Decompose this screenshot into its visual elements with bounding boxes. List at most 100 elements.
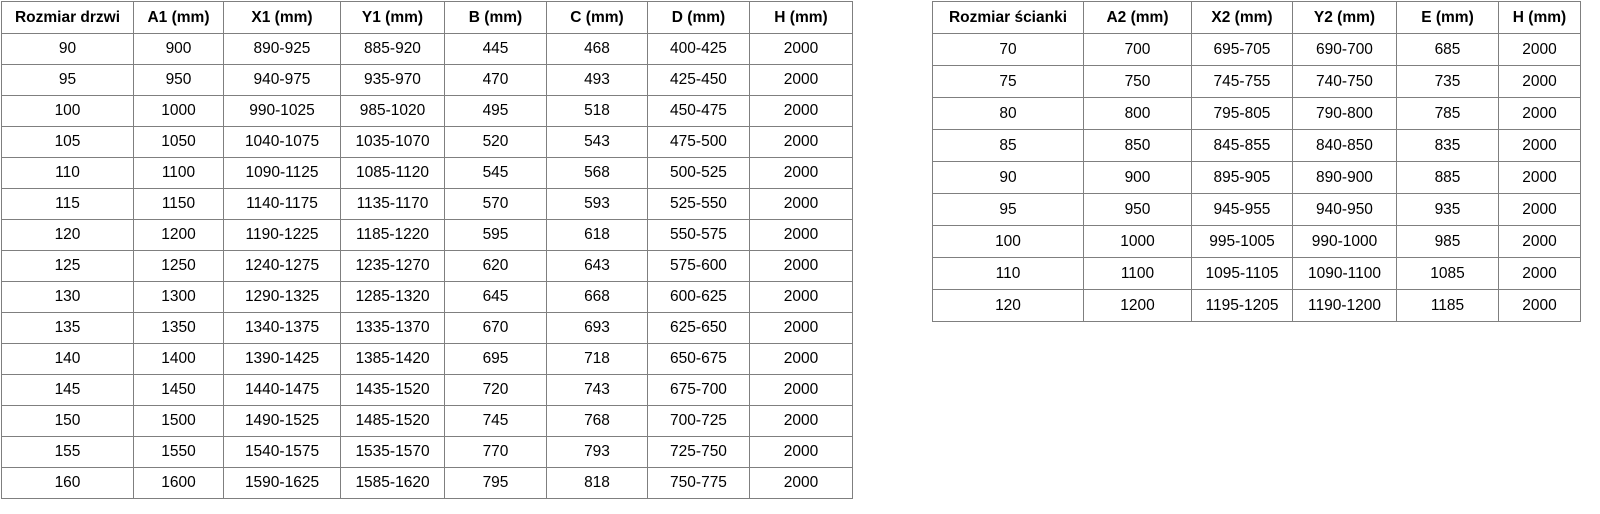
table-row: 85 850 845-855 840-850 835 2000 [932,129,1581,162]
table-row: 130 1300 1290-1325 1285-1320 645 668 600-625 20… [1,281,853,313]
wall-column-header-2: X2 (mm) [1191,1,1293,34]
door-cell-12-1: 1500 [133,405,224,437]
wall-column-header-3: Y2 (mm) [1292,1,1397,34]
wall-cell-5-2: 945-955 [1191,193,1293,226]
wall-panel-size-table: Rozmiar ścianki A2 (mm) X2 (mm) Y2 (mm) E (m… [932,1,1581,322]
door-cell-2-6: 450-475 [647,95,750,127]
table-row: 90 900 890-925 885-920 445 468 400-425 2000 [1,33,853,65]
door-cell-10-6: 650-675 [647,343,750,375]
door-cell-6-6: 550-575 [647,219,750,251]
door-cell-14-2: 1590-1625 [223,467,341,499]
door-cell-7-2: 1240-1275 [223,250,341,282]
table-row: 110 1100 1095-1105 1090-1100 1085 2000 [932,257,1581,290]
wall-cell-1-5: 2000 [1498,65,1581,98]
wall-cell-3-0: 85 [932,129,1084,162]
door-cell-11-0: 145 [1,374,134,406]
door-size-table: Rozmiar drzwi A1 (mm) X1 (mm) Y1 (mm) B (mm)… [1,1,853,499]
door-cell-1-5: 493 [546,64,648,96]
door-column-header-2: X1 (mm) [223,1,341,34]
door-cell-0-0: 90 [1,33,134,65]
door-cell-12-5: 768 [546,405,648,437]
door-cell-10-7: 2000 [749,343,853,375]
wall-column-header-0: Rozmiar ścianki [932,1,1084,34]
door-cell-0-6: 400-425 [647,33,750,65]
wall-cell-6-4: 985 [1396,225,1499,258]
door-cell-9-5: 693 [546,312,648,344]
door-column-header-0: Rozmiar drzwi [1,1,134,34]
door-cell-12-2: 1490-1525 [223,405,341,437]
door-cell-11-4: 720 [444,374,547,406]
table-row: 125 1250 1240-1275 1235-1270 620 643 575-600 20… [1,250,853,282]
door-cell-7-0: 125 [1,250,134,282]
door-column-header-5: C (mm) [546,1,648,34]
door-cell-13-6: 725-750 [647,436,750,468]
table-row: 160 1600 1590-1625 1585-1620 795 818 750-775 20… [1,467,853,499]
wall-cell-1-3: 740-750 [1292,65,1397,98]
wall-cell-8-5: 2000 [1498,289,1581,322]
door-cell-1-4: 470 [444,64,547,96]
door-cell-4-5: 568 [546,157,648,189]
table-row: 140 1400 1390-1425 1385-1420 695 718 650-675 20… [1,343,853,375]
door-cell-6-1: 1200 [133,219,224,251]
door-cell-2-3: 985-1020 [340,95,445,127]
door-cell-3-5: 543 [546,126,648,158]
wall-cell-0-5: 2000 [1498,33,1581,66]
door-cell-8-3: 1285-1320 [340,281,445,313]
table-row: 120 1200 1195-1205 1190-1200 1185 2000 [932,289,1581,322]
table-row: 120 1200 1190-1225 1185-1220 595 618 550-575 20… [1,219,853,251]
table-row: 105 1050 1040-1075 1035-1070 520 543 475-500 20… [1,126,853,158]
table-row: 95 950 940-975 935-970 470 493 425-450 2000 [1,64,853,96]
wall-cell-2-0: 80 [932,97,1084,130]
door-cell-1-7: 2000 [749,64,853,96]
wall-cell-1-1: 750 [1083,65,1192,98]
door-table-header: Rozmiar drzwi A1 (mm) X1 (mm) Y1 (mm) B (mm)… [1,1,853,34]
door-cell-3-1: 1050 [133,126,224,158]
door-cell-9-3: 1335-1370 [340,312,445,344]
door-cell-10-5: 718 [546,343,648,375]
door-cell-13-0: 155 [1,436,134,468]
door-cell-8-7: 2000 [749,281,853,313]
door-cell-5-2: 1140-1175 [223,188,341,220]
door-cell-7-6: 575-600 [647,250,750,282]
door-cell-3-6: 475-500 [647,126,750,158]
door-cell-5-7: 2000 [749,188,853,220]
door-cell-10-3: 1385-1420 [340,343,445,375]
wall-cell-6-0: 100 [932,225,1084,258]
door-cell-2-2: 990-1025 [223,95,341,127]
door-cell-7-1: 1250 [133,250,224,282]
wall-cell-6-1: 1000 [1083,225,1192,258]
table-row: 145 1450 1440-1475 1435-1520 720 743 675-700 20… [1,374,853,406]
table-header-row: Rozmiar ścianki A2 (mm) X2 (mm) Y2 (mm) E (m… [932,1,1581,34]
door-cell-7-4: 620 [444,250,547,282]
wall-cell-1-0: 75 [932,65,1084,98]
door-cell-3-4: 520 [444,126,547,158]
door-cell-0-3: 885-920 [340,33,445,65]
door-column-header-1: A1 (mm) [133,1,224,34]
wall-cell-0-4: 685 [1396,33,1499,66]
wall-cell-4-0: 90 [932,161,1084,194]
wall-cell-8-4: 1185 [1396,289,1499,322]
wall-cell-2-2: 795-805 [1191,97,1293,130]
door-cell-4-6: 500-525 [647,157,750,189]
wall-cell-3-3: 840-850 [1292,129,1397,162]
door-cell-11-1: 1450 [133,374,224,406]
wall-cell-0-3: 690-700 [1292,33,1397,66]
wall-table-header: Rozmiar ścianki A2 (mm) X2 (mm) Y2 (mm) E (m… [932,1,1581,34]
wall-cell-7-4: 1085 [1396,257,1499,290]
door-cell-7-5: 643 [546,250,648,282]
door-cell-11-5: 743 [546,374,648,406]
door-cell-8-5: 668 [546,281,648,313]
door-cell-5-6: 525-550 [647,188,750,220]
wall-column-header-5: H (mm) [1498,1,1581,34]
door-cell-1-0: 95 [1,64,134,96]
wall-cell-8-3: 1190-1200 [1292,289,1397,322]
wall-cell-2-1: 800 [1083,97,1192,130]
wall-cell-8-0: 120 [932,289,1084,322]
door-table-body: 90 900 890-925 885-920 445 468 400-425 2000 95 95… [1,33,853,499]
door-cell-7-7: 2000 [749,250,853,282]
wall-column-header-4: E (mm) [1396,1,1499,34]
door-cell-12-6: 700-725 [647,405,750,437]
door-cell-6-3: 1185-1220 [340,219,445,251]
door-cell-0-1: 900 [133,33,224,65]
wall-cell-1-2: 745-755 [1191,65,1293,98]
